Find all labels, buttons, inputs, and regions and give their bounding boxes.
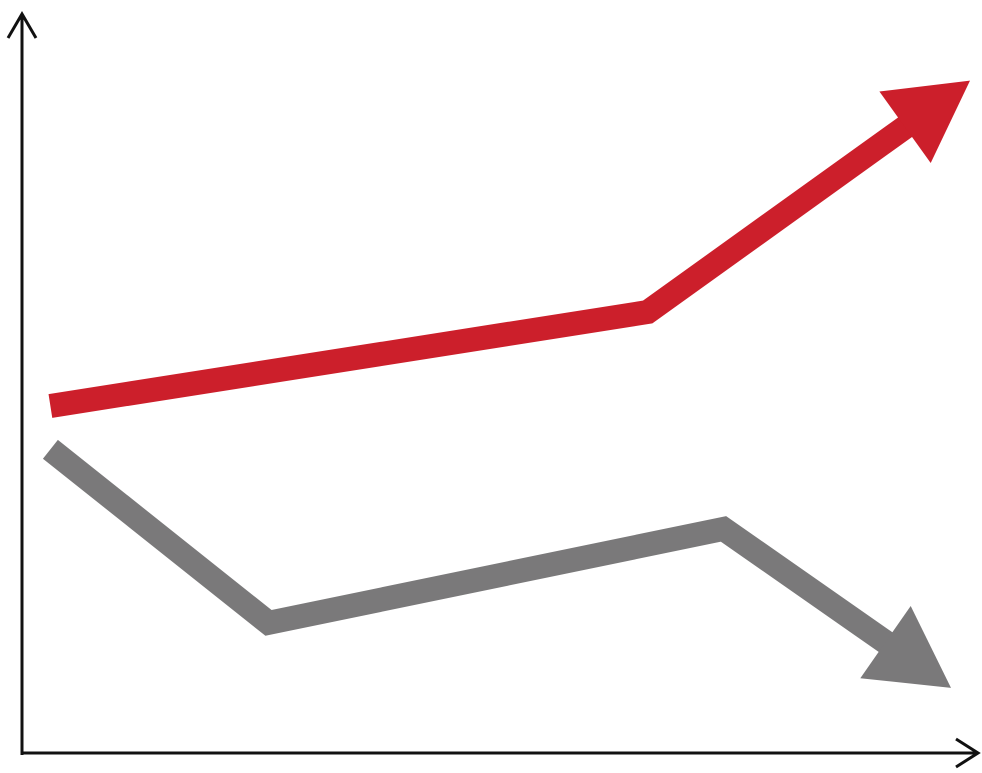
series-1-line [48,116,914,418]
x-axis-arrowhead [955,737,981,769]
series-2-line [42,439,894,654]
series-2-arrowhead [860,606,951,688]
series-2 [42,439,951,688]
series-1 [48,80,970,418]
axes [6,11,981,769]
series-layer [42,80,970,688]
y-axis-arrowhead [6,11,38,39]
series-1-arrowhead [879,80,970,163]
